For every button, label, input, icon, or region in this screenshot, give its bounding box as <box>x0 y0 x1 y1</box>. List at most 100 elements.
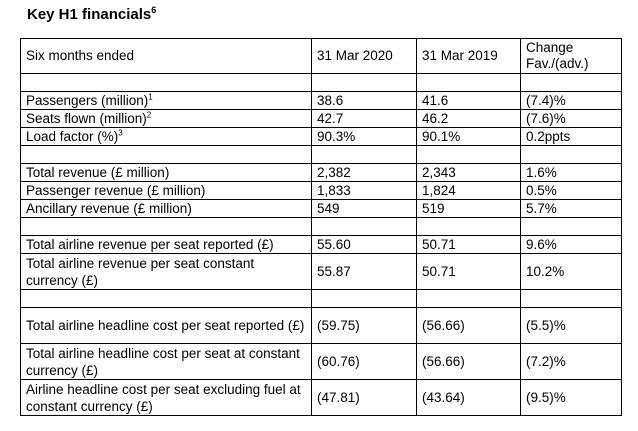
value-2020: 549 <box>311 199 417 218</box>
value-2020: 2,382 <box>311 163 417 182</box>
row-label-text: Total airline headline cost per seat at … <box>26 345 300 378</box>
row-label-text: Airline headline cost per seat excluding… <box>26 381 301 414</box>
table-row: Passengers (million)1 38.6 41.6 (7.4)% <box>20 91 622 110</box>
value-change: 0.2ppts <box>520 127 622 146</box>
row-label: Total airline revenue per seat constant … <box>20 253 312 290</box>
spacer-row <box>20 289 622 308</box>
row-label: Total airline revenue per seat reported … <box>20 235 312 254</box>
table-row: Load factor (%)3 90.3% 90.1% 0.2ppts <box>20 127 622 146</box>
empty-cell <box>520 217 622 236</box>
row-label-text: Total revenue (£ million) <box>26 165 170 180</box>
empty-cell <box>311 217 417 236</box>
value-change: 10.2% <box>520 253 622 290</box>
table-row: Total airline headline cost per seat rep… <box>20 307 622 344</box>
row-label: Total airline headline cost per seat rep… <box>20 307 312 344</box>
spacer-row <box>20 145 622 164</box>
value-2020: 42.7 <box>311 109 417 128</box>
row-label: Seats flown (million)2 <box>20 109 312 128</box>
value-change: 0.5% <box>520 181 622 200</box>
value-2020: 55.87 <box>311 253 417 290</box>
header-change: Change Fav./(adv.) <box>520 38 622 74</box>
empty-cell <box>520 145 622 164</box>
value-change: 5.7% <box>520 199 622 218</box>
value-2020: (59.75) <box>311 307 417 344</box>
value-2019: (56.66) <box>416 307 521 344</box>
row-label-text: Ancillary revenue (£ million) <box>26 201 192 216</box>
row-label: Passenger revenue (£ million) <box>20 181 312 200</box>
value-change: 9.6% <box>520 235 622 254</box>
empty-cell <box>20 73 312 92</box>
table-row: Total airline revenue per seat reported … <box>20 235 622 254</box>
footnote-ref: 6 <box>151 5 157 15</box>
empty-cell <box>520 73 622 92</box>
value-2019: 2,343 <box>416 163 521 182</box>
header-change-line2: Fav./(adv.) <box>526 56 589 71</box>
empty-cell <box>20 145 312 164</box>
row-label-text: Passenger revenue (£ million) <box>26 183 206 198</box>
value-2020: (47.81) <box>311 379 417 416</box>
empty-cell <box>416 217 521 236</box>
value-2019: 50.71 <box>416 253 521 290</box>
value-2019: 519 <box>416 199 521 218</box>
value-2019: 50.71 <box>416 235 521 254</box>
value-2019: 90.1% <box>416 127 521 146</box>
value-2019: (43.64) <box>416 379 521 416</box>
empty-cell <box>311 145 417 164</box>
value-2019: 1,824 <box>416 181 521 200</box>
value-change: (9.5)% <box>520 379 622 416</box>
value-change: (7.2)% <box>520 343 622 380</box>
table-row: Seats flown (million)2 42.7 46.2 (7.6)% <box>20 109 622 128</box>
table-row: Passenger revenue (£ million) 1,833 1,824 0… <box>20 181 622 200</box>
empty-cell <box>311 73 417 92</box>
row-label-text: Total airline headline cost per seat rep… <box>26 318 305 333</box>
row-label-text: Passengers (million) <box>26 93 149 108</box>
value-change: (7.4)% <box>520 91 622 110</box>
row-label: Total airline headline cost per seat at … <box>20 343 312 380</box>
empty-cell <box>311 289 417 308</box>
row-label-text: Load factor (%) <box>26 129 119 144</box>
value-2019: 46.2 <box>416 109 521 128</box>
row-label-text: Total airline revenue per seat reported … <box>26 237 274 252</box>
table-row: Total airline revenue per seat constant … <box>20 253 622 290</box>
row-label-text: Seats flown (million) <box>26 111 147 126</box>
row-label-text: Total airline revenue per seat constant … <box>26 255 255 288</box>
empty-cell <box>416 145 521 164</box>
empty-cell <box>20 289 312 308</box>
header-label: Six months ended <box>20 38 312 74</box>
empty-cell <box>416 73 521 92</box>
value-change: (5.5)% <box>520 307 622 344</box>
table-row: Total revenue (£ million) 2,382 2,343 1.6% <box>20 163 622 182</box>
footnote-ref: 2 <box>146 110 152 120</box>
header-2020: 31 Mar 2020 <box>311 38 417 74</box>
footnote-ref: 3 <box>118 128 123 138</box>
value-change: (7.6)% <box>520 109 622 128</box>
value-2020: 55.60 <box>311 235 417 254</box>
table-row: Airline headline cost per seat excluding… <box>20 379 622 416</box>
value-change: 1.6% <box>520 163 622 182</box>
value-2020: (60.76) <box>311 343 417 380</box>
row-label: Passengers (million)1 <box>20 91 312 110</box>
financials-table: Six months ended 31 Mar 2020 31 Mar 2019… <box>20 38 622 416</box>
table-row: Ancillary revenue (£ million) 549 519 5.7% <box>20 199 622 218</box>
row-label: Load factor (%)3 <box>20 127 312 146</box>
value-2019: 41.6 <box>416 91 521 110</box>
row-label: Airline headline cost per seat excluding… <box>20 379 312 416</box>
footnote-ref: 1 <box>148 92 153 102</box>
table-header-row: Six months ended 31 Mar 2020 31 Mar 2019… <box>20 38 622 74</box>
header-2019: 31 Mar 2019 <box>416 38 521 74</box>
value-2020: 90.3% <box>311 127 417 146</box>
page-title: Key H1 financials6 <box>27 5 156 23</box>
empty-cell <box>520 289 622 308</box>
spacer-row <box>20 217 622 236</box>
row-label: Total revenue (£ million) <box>20 163 312 182</box>
header-change-line1: Change <box>526 40 574 55</box>
value-2020: 38.6 <box>311 91 417 110</box>
empty-cell <box>20 217 312 236</box>
spacer-row <box>20 73 622 92</box>
value-2020: 1,833 <box>311 181 417 200</box>
title-text: Key H1 financials <box>27 6 152 23</box>
empty-cell <box>416 289 521 308</box>
row-label: Ancillary revenue (£ million) <box>20 199 312 218</box>
table-row: Total airline headline cost per seat at … <box>20 343 622 380</box>
value-2019: (56.66) <box>416 343 521 380</box>
